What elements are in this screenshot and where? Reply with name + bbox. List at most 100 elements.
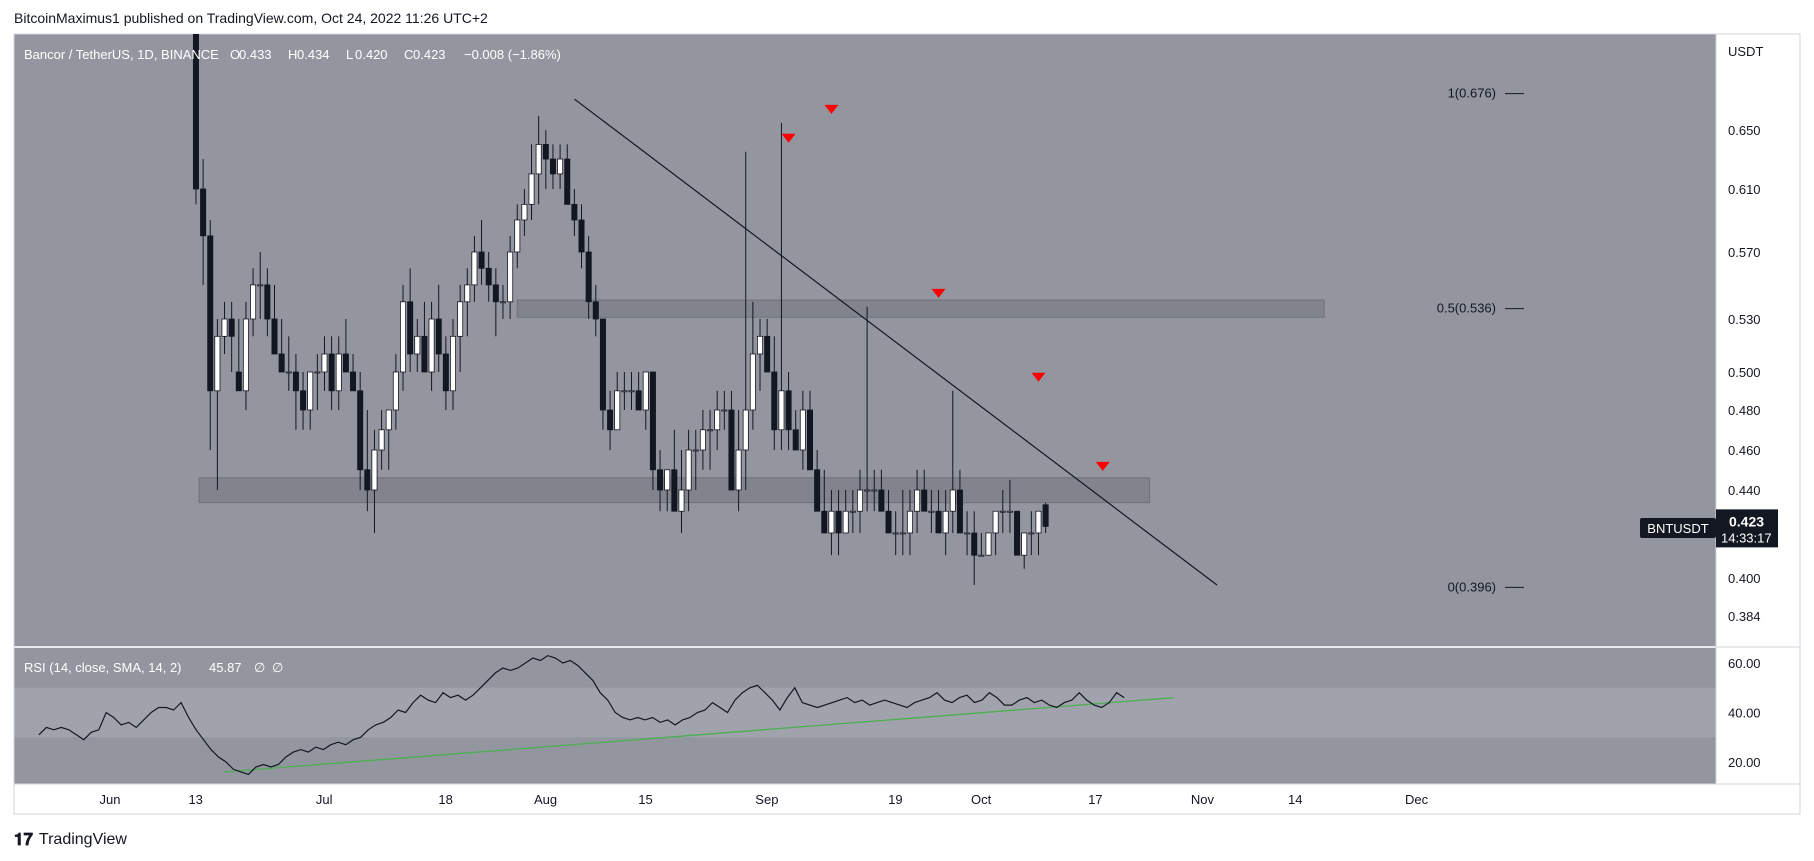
- candle-body: [492, 284, 499, 303]
- candle-body: [599, 318, 606, 411]
- candle: [342, 319, 349, 373]
- candle-body: [964, 532, 971, 535]
- candle: [492, 268, 499, 337]
- candle: [428, 301, 435, 391]
- ohlc-key: O: [230, 47, 240, 62]
- candle: [757, 319, 764, 391]
- candle-body: [757, 335, 764, 355]
- candle: [371, 429, 378, 533]
- candle: [335, 336, 342, 410]
- candle: [364, 410, 371, 512]
- candle-body: [228, 318, 235, 337]
- candle-body: [785, 390, 792, 431]
- candle-body: [657, 469, 664, 491]
- candle: [421, 301, 428, 373]
- candle: [707, 410, 714, 470]
- resistance-trendline: [574, 98, 1218, 586]
- rejection-marker: [1095, 461, 1110, 471]
- candle-body: [428, 318, 435, 373]
- candle-body: [242, 318, 249, 392]
- candle: [471, 235, 478, 302]
- candle: [214, 319, 221, 490]
- candle: [942, 490, 949, 556]
- candles-layer: [192, 34, 1049, 586]
- candle-body: [1042, 504, 1049, 527]
- candle: [464, 268, 471, 337]
- candle-body: [292, 371, 299, 392]
- rsi-title: RSI (14, close, SMA, 14, 2): [24, 660, 182, 675]
- tradingview-logo[interactable]: 𝟏𝟕 TradingView: [14, 830, 127, 850]
- candle: [314, 353, 321, 410]
- candle-body: [421, 335, 428, 373]
- candle: [242, 301, 249, 410]
- candle-body: [435, 318, 442, 355]
- candle-body: [685, 449, 692, 491]
- ohlc-value: 0.434: [297, 47, 330, 62]
- candle-body: [714, 409, 721, 431]
- candle: [378, 410, 385, 470]
- last-price-box: [1716, 509, 1778, 548]
- candle-body: [814, 469, 821, 512]
- resistance-zone: [516, 299, 1325, 318]
- candle-body: [278, 353, 285, 373]
- candle: [956, 469, 963, 534]
- time-tick: Sep: [755, 792, 778, 807]
- fib-label: 1(0.676): [1448, 86, 1496, 101]
- candle-body: [342, 353, 349, 373]
- candle: [200, 159, 207, 285]
- tradingview-brand: TradingView: [38, 831, 127, 848]
- candle-body: [978, 554, 985, 557]
- time-tick: 13: [188, 792, 202, 807]
- candle-body: [385, 409, 392, 431]
- candle: [914, 469, 921, 533]
- rsi-legend: RSI (14, close, SMA, 14, 2) 45.87 ∅ ∅: [24, 660, 283, 675]
- price-tick: 0.570: [1728, 245, 1761, 260]
- candle: [228, 301, 235, 372]
- candle-body: [414, 335, 421, 355]
- candle: [842, 490, 849, 534]
- candle-body: [664, 469, 671, 491]
- candle-body: [457, 301, 464, 337]
- ticker-badge[interactable]: BNTUSDT: [1640, 518, 1716, 538]
- candle: [935, 490, 942, 534]
- candle: [257, 252, 264, 319]
- candle-body: [985, 532, 992, 556]
- candle: [585, 235, 592, 319]
- candle-body: [885, 510, 892, 534]
- rsi-layer: [38, 654, 1175, 776]
- candle-body: [499, 301, 506, 304]
- rejection-marker: [1031, 372, 1046, 382]
- candle-body: [614, 390, 621, 431]
- time-tick: Dec: [1405, 792, 1429, 807]
- candle: [250, 268, 257, 337]
- candle-body: [1014, 510, 1021, 556]
- candle: [1021, 532, 1028, 569]
- candle-body: [678, 489, 685, 512]
- candle-body: [364, 469, 371, 491]
- candle-body: [692, 449, 699, 452]
- candle-body: [778, 390, 785, 431]
- candle-body: [400, 301, 407, 373]
- candle: [1028, 511, 1035, 556]
- candle-body: [906, 510, 913, 534]
- candle: [221, 301, 228, 354]
- candle: [485, 252, 492, 302]
- candle: [542, 130, 549, 189]
- candle-body: [921, 489, 928, 512]
- candle-body: [635, 390, 642, 411]
- candle-body: [478, 251, 485, 269]
- time-tick: Oct: [971, 792, 992, 807]
- candle: [449, 319, 456, 410]
- candle: [235, 319, 242, 392]
- candle-body: [535, 144, 542, 175]
- candle: [621, 372, 628, 410]
- ohlc-value: 0.433: [239, 47, 272, 62]
- candle-body: [442, 353, 449, 392]
- candle: [507, 235, 514, 319]
- candle: [564, 144, 571, 205]
- candle-body: [949, 489, 956, 512]
- candle: [728, 390, 735, 491]
- candle: [642, 371, 649, 430]
- candle-body: [464, 284, 471, 303]
